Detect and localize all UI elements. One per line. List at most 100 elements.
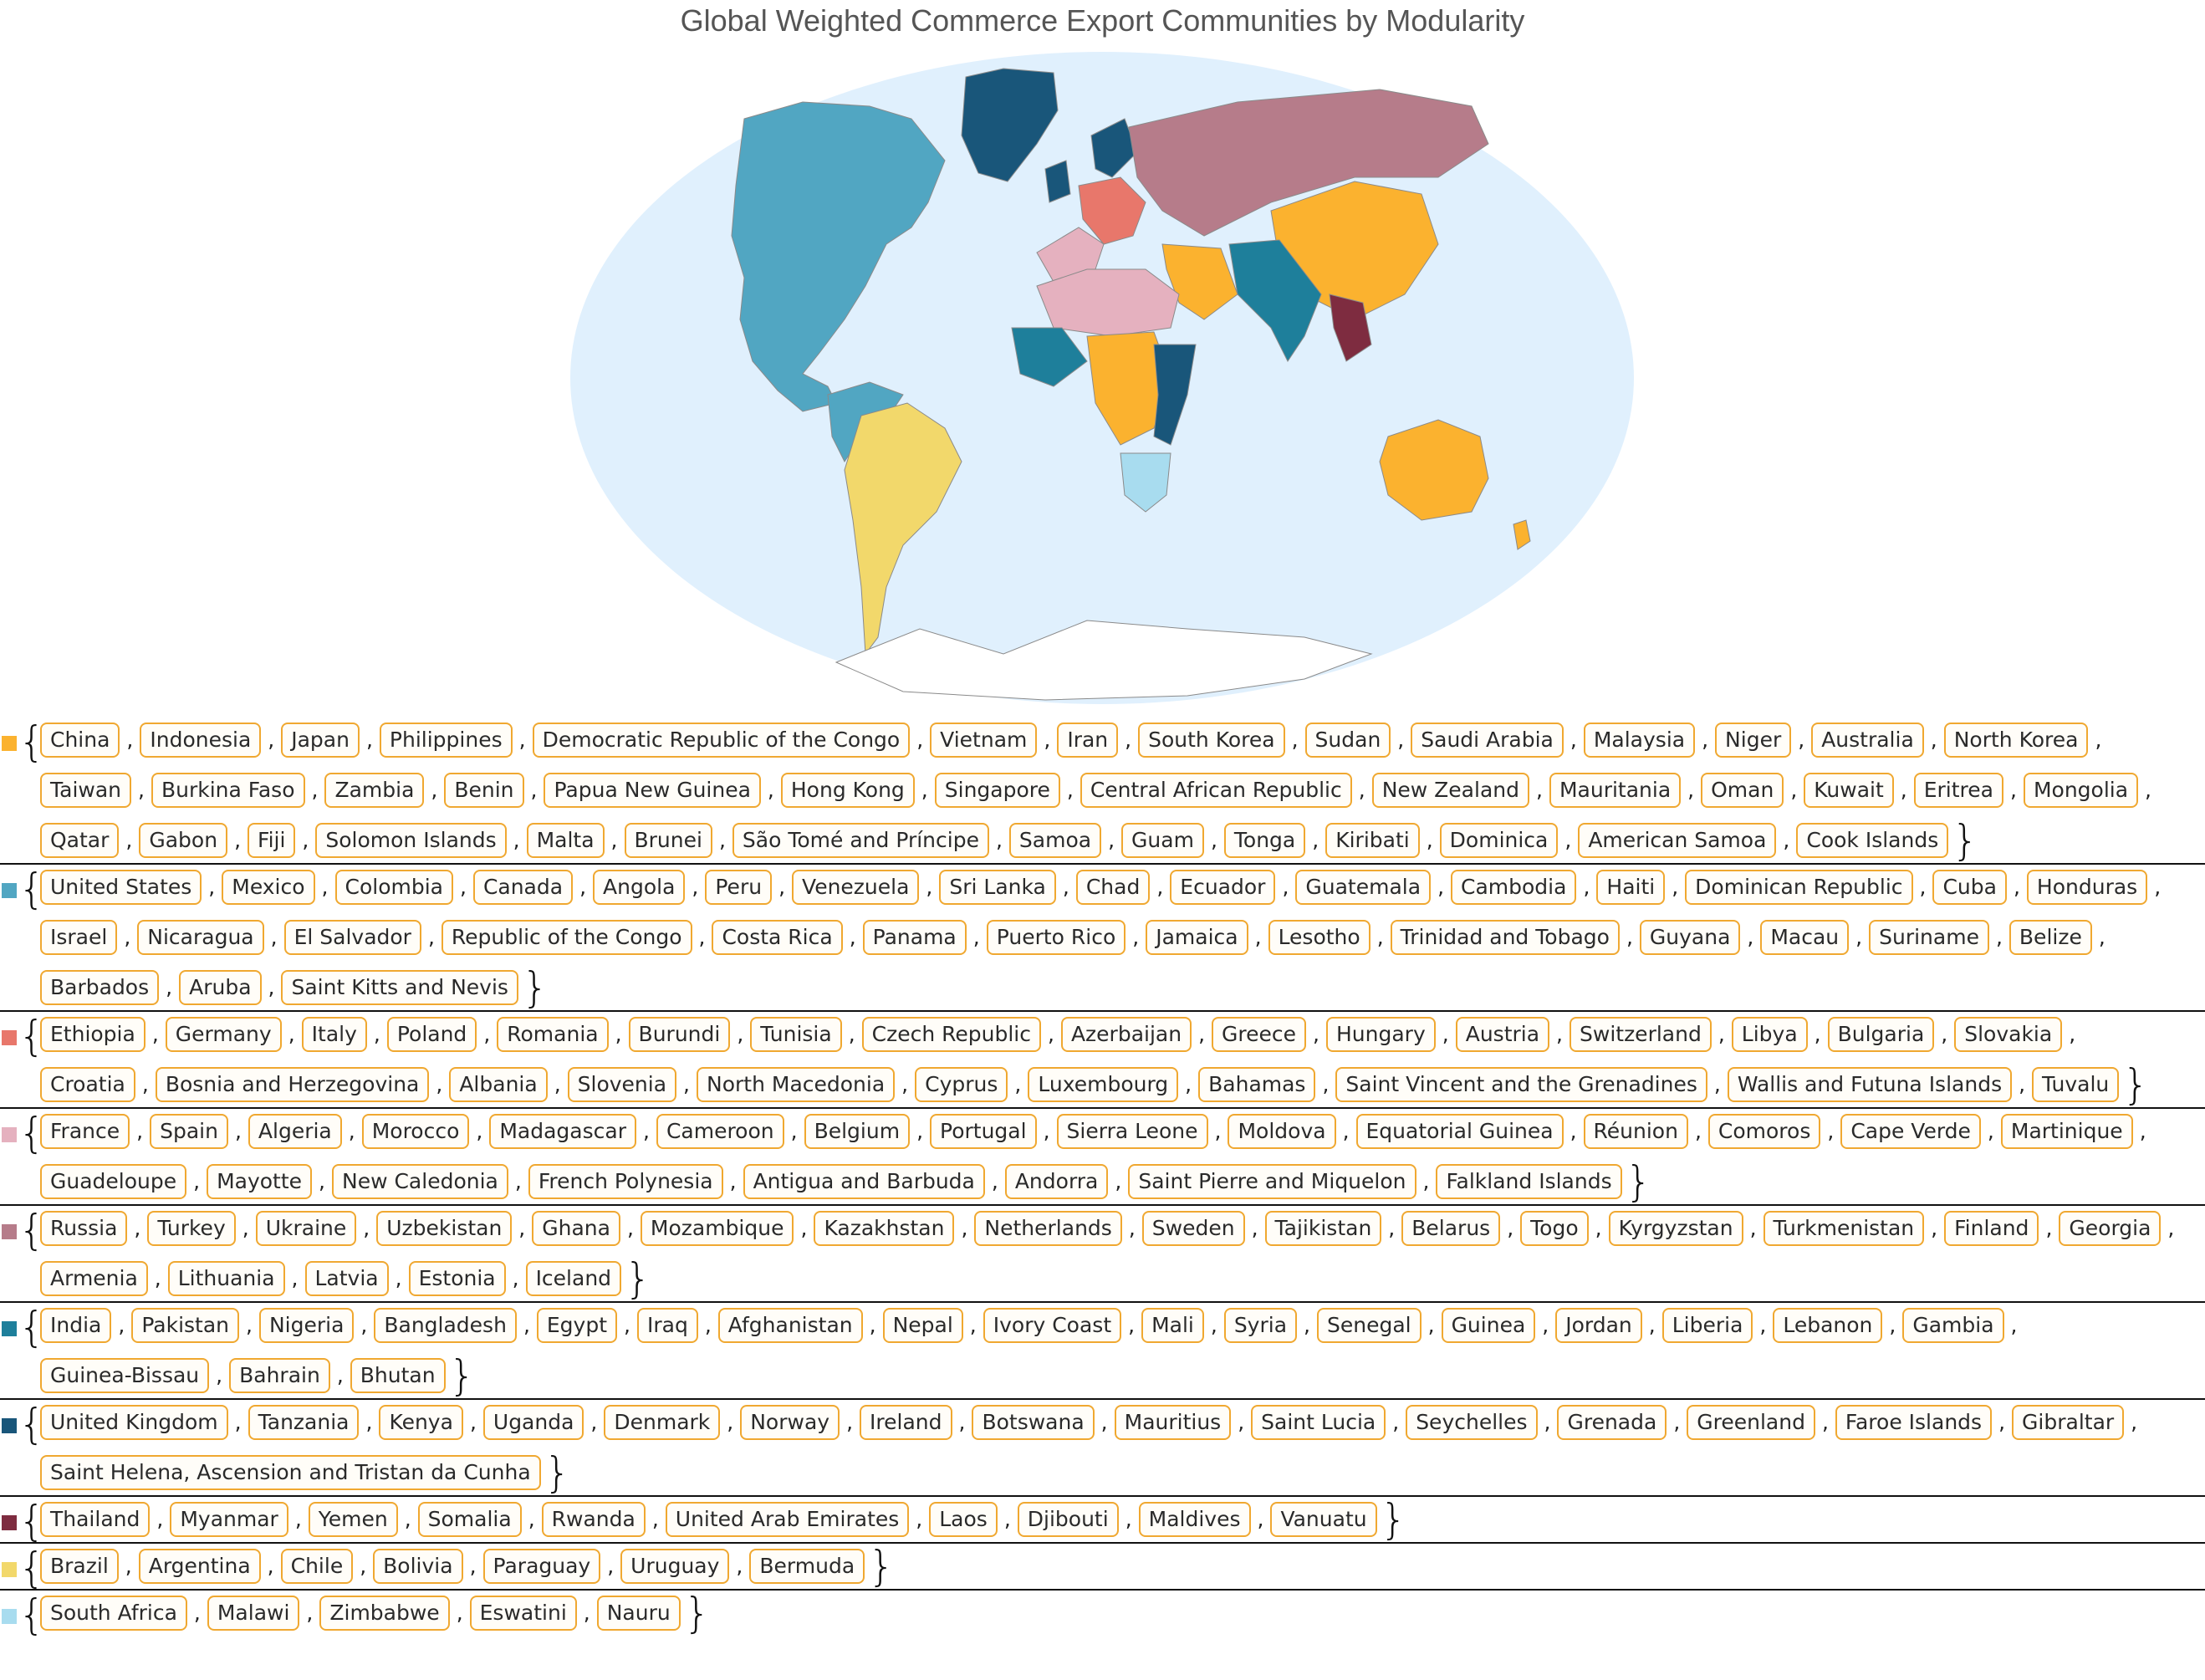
country-chip[interactable]: Finland: [1944, 1211, 2039, 1246]
country-chip[interactable]: Tanzania: [248, 1405, 360, 1440]
country-chip[interactable]: Russia: [40, 1211, 128, 1246]
country-chip[interactable]: Puerto Rico: [986, 920, 1126, 955]
country-chip[interactable]: Greenland: [1687, 1405, 1815, 1440]
country-chip[interactable]: Iceland: [525, 1261, 622, 1296]
country-chip[interactable]: Lesotho: [1268, 920, 1370, 955]
country-chip[interactable]: Réunion: [1583, 1114, 1688, 1149]
country-chip[interactable]: Bangladesh: [374, 1308, 517, 1343]
country-chip[interactable]: Chile: [280, 1549, 354, 1584]
country-chip[interactable]: Guinea: [1441, 1308, 1536, 1343]
country-chip[interactable]: Somalia: [417, 1502, 522, 1537]
country-chip[interactable]: Nigeria: [258, 1308, 355, 1343]
country-chip[interactable]: South Korea: [1138, 723, 1285, 758]
country-chip[interactable]: Solomon Islands: [315, 823, 507, 858]
country-chip[interactable]: Spain: [150, 1114, 228, 1149]
country-chip[interactable]: Falkland Islands: [1436, 1164, 1622, 1199]
country-chip[interactable]: Georgia: [2059, 1211, 2162, 1246]
country-chip[interactable]: Mayotte: [207, 1164, 313, 1199]
country-chip[interactable]: Guam: [1121, 823, 1204, 858]
country-chip[interactable]: New Zealand: [1371, 773, 1529, 808]
country-chip[interactable]: Iran: [1057, 723, 1119, 758]
country-chip[interactable]: Moldova: [1228, 1114, 1336, 1149]
country-chip[interactable]: Cuba: [1932, 870, 2007, 905]
country-chip[interactable]: Antigua and Barbuda: [743, 1164, 985, 1199]
country-chip[interactable]: Hungary: [1326, 1017, 1436, 1052]
country-chip[interactable]: Eritrea: [1913, 773, 2003, 808]
country-chip[interactable]: Bulgaria: [1827, 1017, 1935, 1052]
country-chip[interactable]: Austria: [1455, 1017, 1550, 1052]
country-chip[interactable]: Morocco: [361, 1114, 470, 1149]
country-chip[interactable]: Equatorial Guinea: [1355, 1114, 1564, 1149]
country-chip[interactable]: United Arab Emirates: [665, 1502, 910, 1537]
country-chip[interactable]: Papua New Guinea: [544, 773, 761, 808]
country-chip[interactable]: Denmark: [604, 1405, 721, 1440]
country-chip[interactable]: Syria: [1223, 1308, 1298, 1343]
country-chip[interactable]: Haiti: [1596, 870, 1666, 905]
country-chip[interactable]: Macau: [1760, 920, 1850, 955]
country-chip[interactable]: Colombia: [334, 870, 453, 905]
country-chip[interactable]: Nauru: [596, 1596, 681, 1631]
country-chip[interactable]: Tunisia: [750, 1017, 842, 1052]
country-chip[interactable]: Burkina Faso: [151, 773, 305, 808]
country-chip[interactable]: French Polynesia: [528, 1164, 723, 1199]
country-chip[interactable]: Zambia: [324, 773, 425, 808]
country-chip[interactable]: Democratic Republic of the Congo: [532, 723, 911, 758]
country-chip[interactable]: Armenia: [40, 1261, 148, 1296]
country-chip[interactable]: Vanuatu: [1270, 1502, 1377, 1537]
country-chip[interactable]: Mongolia: [2023, 773, 2139, 808]
country-chip[interactable]: Malaysia: [1583, 723, 1696, 758]
country-chip[interactable]: Angola: [593, 870, 686, 905]
country-chip[interactable]: Suriname: [1869, 920, 1989, 955]
country-chip[interactable]: Belize: [2008, 920, 2092, 955]
country-chip[interactable]: Bhutan: [350, 1358, 446, 1393]
country-chip[interactable]: Barbados: [40, 970, 160, 1005]
country-chip[interactable]: Sudan: [1304, 723, 1391, 758]
country-chip[interactable]: Singapore: [934, 773, 1060, 808]
country-chip[interactable]: Seychelles: [1406, 1405, 1538, 1440]
country-chip[interactable]: Saint Kitts and Nevis: [281, 970, 518, 1005]
country-chip[interactable]: India: [40, 1308, 112, 1343]
country-chip[interactable]: Togo: [1520, 1211, 1589, 1246]
country-chip[interactable]: Afghanistan: [717, 1308, 863, 1343]
country-chip[interactable]: Nepal: [882, 1308, 963, 1343]
country-chip[interactable]: Peru: [705, 870, 773, 905]
country-chip[interactable]: Panama: [862, 920, 967, 955]
country-chip[interactable]: Egypt: [536, 1308, 618, 1343]
country-chip[interactable]: Philippines: [379, 723, 513, 758]
country-chip[interactable]: Tuvalu: [2032, 1067, 2120, 1102]
country-chip[interactable]: Venezuela: [792, 870, 920, 905]
country-chip[interactable]: Greece: [1212, 1017, 1307, 1052]
country-chip[interactable]: Kenya: [379, 1405, 463, 1440]
country-chip[interactable]: North Macedonia: [697, 1067, 896, 1102]
country-chip[interactable]: Taiwan: [40, 773, 132, 808]
country-chip[interactable]: Guinea-Bissau: [40, 1358, 210, 1393]
country-chip[interactable]: Saint Helena, Ascension and Tristan da C…: [40, 1455, 541, 1490]
country-chip[interactable]: Ireland: [860, 1405, 952, 1440]
country-chip[interactable]: Cyprus: [915, 1067, 1008, 1102]
country-chip[interactable]: Vietnam: [930, 723, 1038, 758]
country-chip[interactable]: Albania: [449, 1067, 548, 1102]
country-chip[interactable]: Dominica: [1439, 823, 1559, 858]
country-chip[interactable]: Poland: [386, 1017, 477, 1052]
country-chip[interactable]: Honduras: [2026, 870, 2148, 905]
country-chip[interactable]: Belarus: [1401, 1211, 1501, 1246]
country-chip[interactable]: Eswatini: [469, 1596, 577, 1631]
country-chip[interactable]: Turkmenistan: [1763, 1211, 1925, 1246]
country-chip[interactable]: Maldives: [1138, 1502, 1251, 1537]
country-chip[interactable]: Luxembourg: [1028, 1067, 1179, 1102]
country-chip[interactable]: Bahrain: [229, 1358, 330, 1393]
country-chip[interactable]: New Caledonia: [332, 1164, 508, 1199]
country-chip[interactable]: Algeria: [248, 1114, 342, 1149]
country-chip[interactable]: El Salvador: [283, 920, 421, 955]
country-chip[interactable]: Croatia: [40, 1067, 135, 1102]
country-chip[interactable]: São Tomé and Príncipe: [732, 823, 989, 858]
country-chip[interactable]: Uzbekistan: [376, 1211, 513, 1246]
country-chip[interactable]: Mexico: [222, 870, 315, 905]
country-chip[interactable]: Jordan: [1555, 1308, 1642, 1343]
country-chip[interactable]: Saint Lucia: [1251, 1405, 1386, 1440]
country-chip[interactable]: Republic of the Congo: [441, 920, 692, 955]
country-chip[interactable]: Djibouti: [1017, 1502, 1119, 1537]
country-chip[interactable]: Ukraine: [255, 1211, 357, 1246]
country-chip[interactable]: Japan: [281, 723, 360, 758]
country-chip[interactable]: Faroe Islands: [1835, 1405, 1993, 1440]
